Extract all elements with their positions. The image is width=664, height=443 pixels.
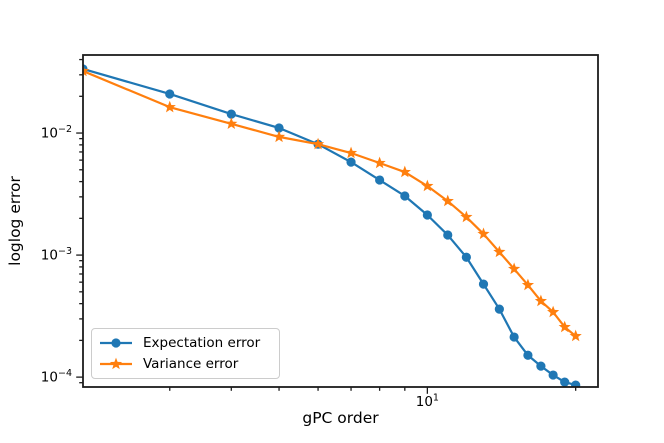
variance-error-marker [547, 305, 560, 318]
y-tick-label: 10−4 [41, 368, 72, 386]
variance-error-marker [311, 137, 325, 150]
variance-error-marker [344, 146, 358, 159]
variance-error-marker [373, 156, 386, 169]
variance-error-marker [477, 227, 490, 240]
expectation-error-marker [226, 109, 236, 119]
variance-error-marker [521, 278, 535, 291]
circle-marker-icon [111, 338, 121, 348]
expectation-error-marker [165, 89, 175, 99]
variance-error-marker [83, 64, 90, 77]
variance-error-marker [441, 194, 454, 207]
legend: Expectation error Variance error [91, 328, 280, 379]
expectation-error-marker [346, 157, 356, 167]
expectation-error-marker [523, 350, 533, 360]
expectation-error-marker [494, 304, 504, 314]
x-tick-label: 101 [416, 393, 439, 411]
variance-error-marker [569, 329, 582, 342]
variance-error-marker [558, 320, 571, 333]
expectation-error-marker [509, 332, 519, 342]
variance-error-marker [460, 210, 473, 223]
variance-error-line [83, 69, 577, 338]
star-marker-icon [109, 357, 123, 369]
expectation-error-marker [274, 123, 284, 133]
expectation-error-marker [478, 279, 489, 289]
plot-area [82, 54, 599, 388]
expectation-error-marker [461, 252, 471, 262]
expectation-error-marker [548, 370, 558, 380]
variance-error-marker [508, 262, 521, 275]
variance-error-marker [163, 100, 176, 113]
expectation-error-marker [443, 230, 453, 240]
x-axis-label: gPC order [302, 409, 379, 427]
y-tick-label: 10−2 [41, 124, 72, 142]
expectation-error-marker [560, 377, 570, 387]
expectation-error-marker [422, 210, 432, 220]
expectation-error-marker [400, 191, 410, 201]
expectation-error-marker [375, 175, 385, 185]
legend-entry-expectation: Expectation error [99, 333, 271, 353]
legend-label-expectation: Expectation error [143, 335, 261, 352]
variance-error-marker [272, 130, 286, 143]
variance-error-marker [534, 294, 547, 307]
variance-error-marker [493, 245, 506, 258]
legend-sample-variance [100, 357, 132, 369]
variance-error-marker [421, 179, 434, 192]
y-tick-label: 10−3 [41, 246, 72, 264]
expectation-error-marker [536, 361, 546, 371]
variance-error-marker [398, 165, 411, 178]
y-axis-label: loglog error [6, 176, 24, 266]
expectation-error-marker [571, 380, 581, 387]
legend-label-variance: Variance error [143, 355, 239, 372]
legend-entry-variance: Variance error [99, 354, 271, 374]
legend-sample-expectation [100, 338, 132, 348]
variance-error-marker [225, 117, 238, 129]
